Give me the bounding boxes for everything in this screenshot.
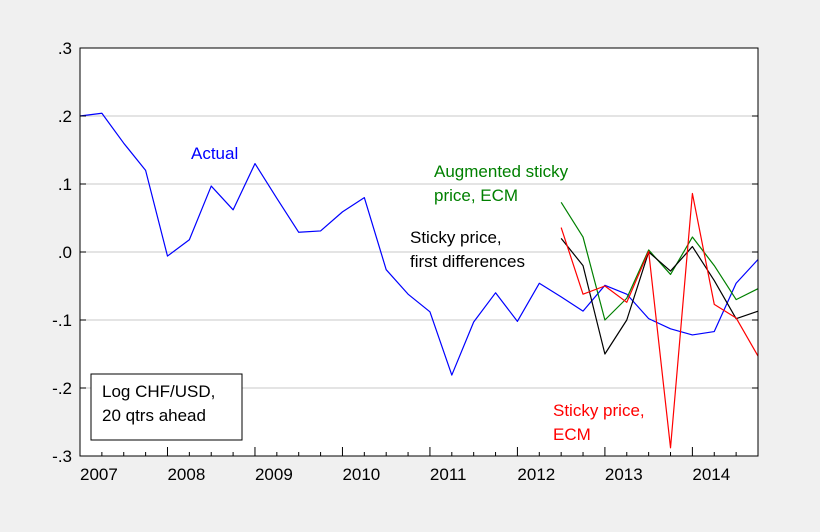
label-augmented-line-1: Augmented sticky bbox=[434, 162, 569, 181]
y-tick-label: -.2 bbox=[52, 379, 72, 398]
label-augmented-sticky-ecm: Augmented sticky price, ECM bbox=[434, 162, 573, 205]
x-tick-label: 2011 bbox=[430, 465, 467, 484]
x-tick-label: 2007 bbox=[80, 465, 118, 484]
grid-lines bbox=[80, 115, 758, 389]
x-tick-label: 2013 bbox=[605, 465, 643, 484]
note-box-line-1: Log CHF/USD, bbox=[102, 382, 215, 401]
x-tick-label: 2014 bbox=[692, 465, 730, 484]
x-tick-label: 2008 bbox=[167, 465, 205, 484]
label-sticky-ecm-line-2: ECM bbox=[553, 425, 591, 444]
label-sticky-first-differences: Sticky price, first differences bbox=[410, 228, 525, 271]
y-tick-label: -.1 bbox=[52, 311, 72, 330]
label-actual-line-1: Actual bbox=[191, 144, 238, 163]
label-sticky-ecm-line-1: Sticky price, bbox=[553, 401, 645, 420]
y-tick-label: .1 bbox=[58, 175, 72, 194]
label-sticky-fd-line-1: Sticky price, bbox=[410, 228, 502, 247]
series-line-sticky-ecm bbox=[560, 192, 759, 449]
y-tick-label: .3 bbox=[58, 39, 72, 58]
label-augmented-line-2: price, ECM bbox=[434, 186, 518, 205]
series-line-sticky-first-differences bbox=[560, 238, 759, 355]
note-box-line-2: 20 qtrs ahead bbox=[102, 406, 206, 425]
y-tick-label: .2 bbox=[58, 107, 72, 126]
x-tick-label: 2012 bbox=[517, 465, 555, 484]
label-actual: Actual bbox=[191, 144, 238, 163]
x-tick-label: 2009 bbox=[255, 465, 293, 484]
note-box-text: Log CHF/USD, 20 qtrs ahead bbox=[102, 382, 220, 425]
series-group bbox=[79, 112, 759, 449]
y-axis: .3 .2 .1 .0 -.1 -.2 -.3 bbox=[52, 39, 758, 466]
label-sticky-ecm: Sticky price, ECM bbox=[553, 401, 649, 444]
x-axis: 2007 2008 2009 2010 2011 2012 2013 2014 bbox=[79, 447, 759, 484]
note-box bbox=[90, 373, 243, 441]
x-tick-label: 2010 bbox=[342, 465, 380, 484]
y-tick-label: .0 bbox=[58, 243, 72, 262]
label-sticky-fd-line-2: first differences bbox=[410, 252, 525, 271]
series-line-actual bbox=[79, 112, 759, 376]
y-tick-label: -.3 bbox=[52, 447, 72, 466]
